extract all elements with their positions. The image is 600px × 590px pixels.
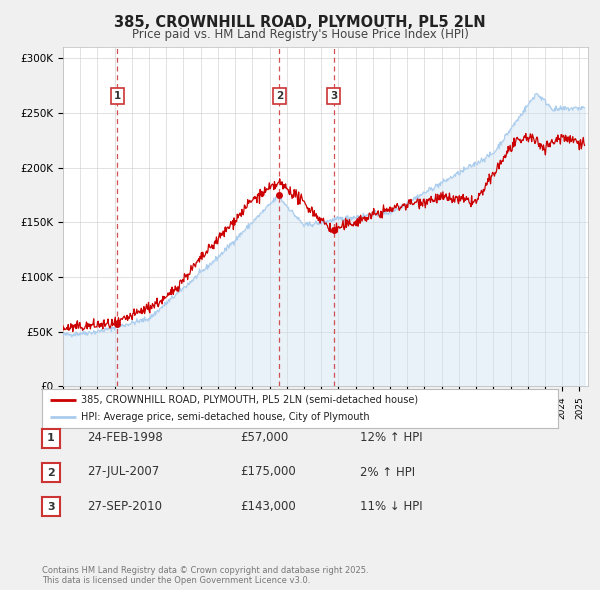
Text: 2: 2 — [276, 91, 283, 101]
Text: Contains HM Land Registry data © Crown copyright and database right 2025.
This d: Contains HM Land Registry data © Crown c… — [42, 566, 368, 585]
Text: 27-JUL-2007: 27-JUL-2007 — [87, 466, 159, 478]
Text: 3: 3 — [331, 91, 338, 101]
Text: 1: 1 — [47, 434, 55, 443]
Text: £57,000: £57,000 — [240, 431, 288, 444]
Text: 24-FEB-1998: 24-FEB-1998 — [87, 431, 163, 444]
Text: £175,000: £175,000 — [240, 466, 296, 478]
Text: 1: 1 — [113, 91, 121, 101]
Text: 2% ↑ HPI: 2% ↑ HPI — [360, 466, 415, 478]
Text: Price paid vs. HM Land Registry's House Price Index (HPI): Price paid vs. HM Land Registry's House … — [131, 28, 469, 41]
Text: 385, CROWNHILL ROAD, PLYMOUTH, PL5 2LN (semi-detached house): 385, CROWNHILL ROAD, PLYMOUTH, PL5 2LN (… — [80, 395, 418, 405]
Text: HPI: Average price, semi-detached house, City of Plymouth: HPI: Average price, semi-detached house,… — [80, 412, 370, 422]
Text: 27-SEP-2010: 27-SEP-2010 — [87, 500, 162, 513]
Text: 3: 3 — [47, 502, 55, 512]
Text: 2: 2 — [47, 468, 55, 477]
Text: 12% ↑ HPI: 12% ↑ HPI — [360, 431, 422, 444]
Text: £143,000: £143,000 — [240, 500, 296, 513]
Text: 11% ↓ HPI: 11% ↓ HPI — [360, 500, 422, 513]
Text: 385, CROWNHILL ROAD, PLYMOUTH, PL5 2LN: 385, CROWNHILL ROAD, PLYMOUTH, PL5 2LN — [114, 15, 486, 30]
